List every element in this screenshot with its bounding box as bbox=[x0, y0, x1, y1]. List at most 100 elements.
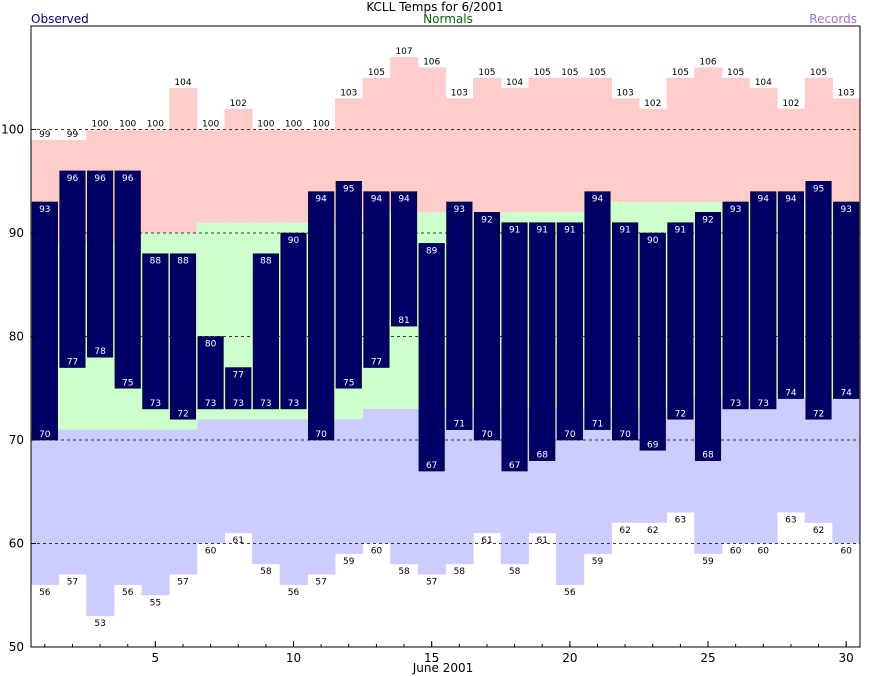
observed-low-label-day-17: 70 bbox=[481, 430, 493, 440]
record-low-label-day-22: 62 bbox=[619, 526, 630, 536]
observed-low-label-day-24: 72 bbox=[675, 409, 686, 419]
observed-low-label-day-18: 67 bbox=[509, 461, 520, 471]
observed-low-label-day-16: 71 bbox=[454, 420, 465, 430]
record-high-label-day-17: 105 bbox=[478, 68, 495, 78]
record-high-label-day-16: 103 bbox=[451, 88, 468, 98]
observed-low-label-day-10: 73 bbox=[288, 399, 299, 409]
record-low-label-day-4: 56 bbox=[122, 588, 134, 598]
value-labels: 99 56 99 57 100 53 100 56 100 55 104 57 100 60 102 61 10… bbox=[39, 47, 855, 629]
observed-high-label-day-30: 93 bbox=[840, 205, 851, 215]
record-low-label-day-10: 56 bbox=[288, 588, 300, 598]
observed-bar-day-27 bbox=[750, 191, 777, 410]
legend-normals: Normals bbox=[423, 12, 473, 26]
observed-bar-day-10 bbox=[280, 232, 307, 410]
observed-bar-day-3 bbox=[87, 170, 114, 358]
observed-bar-day-15 bbox=[418, 243, 445, 472]
observed-low-label-day-2: 77 bbox=[67, 358, 78, 368]
record-low-label-day-18: 58 bbox=[509, 567, 521, 577]
record-low-label-day-8: 61 bbox=[233, 536, 244, 546]
record-low-label-day-9: 58 bbox=[260, 567, 272, 577]
record-low-label-day-11: 57 bbox=[315, 578, 326, 588]
observed-bar-day-23 bbox=[639, 232, 666, 451]
observed-low-label-day-30: 74 bbox=[840, 389, 852, 399]
chart-title: KCLL Temps for 6/2001 bbox=[366, 0, 503, 14]
observed-bar-day-5 bbox=[142, 253, 169, 410]
record-high-label-day-30: 103 bbox=[838, 88, 855, 98]
observed-bar-day-17 bbox=[473, 212, 501, 441]
observed-high-label-day-16: 93 bbox=[454, 205, 465, 215]
x-tick-label-15: 15 bbox=[424, 651, 439, 665]
observed-bar-day-18 bbox=[501, 222, 528, 472]
observed-low-label-day-12: 75 bbox=[343, 378, 354, 388]
y-tick-label-90: 90 bbox=[9, 226, 24, 240]
record-high-label-day-27: 104 bbox=[755, 78, 772, 88]
y-tick-label-100: 100 bbox=[1, 123, 24, 137]
observed-high-label-day-11: 94 bbox=[315, 195, 327, 205]
observed-low-label-day-27: 73 bbox=[758, 399, 769, 409]
record-high-label-day-8: 102 bbox=[230, 99, 247, 109]
observed-bar-day-12 bbox=[335, 181, 362, 389]
record-low-label-day-6: 57 bbox=[177, 578, 188, 588]
y-tick-label-70: 70 bbox=[9, 433, 24, 447]
observed-low-label-day-11: 70 bbox=[315, 430, 327, 440]
record-low-label-day-17: 61 bbox=[481, 536, 492, 546]
record-high-label-day-21: 105 bbox=[589, 68, 606, 78]
y-tick-label-80: 80 bbox=[9, 330, 24, 344]
observed-high-label-day-22: 91 bbox=[619, 226, 630, 236]
record-high-label-day-18: 104 bbox=[506, 78, 523, 88]
observed-low-label-day-19: 68 bbox=[536, 451, 548, 461]
observed-bar-day-2 bbox=[59, 170, 86, 368]
record-high-label-day-10: 100 bbox=[285, 120, 302, 130]
observed-low-label-day-29: 72 bbox=[813, 409, 824, 419]
observed-high-label-day-26: 93 bbox=[730, 205, 741, 215]
record-high-label-day-23: 102 bbox=[644, 99, 661, 109]
record-high-label-day-22: 103 bbox=[617, 88, 634, 98]
observed-low-label-day-9: 73 bbox=[260, 399, 271, 409]
observed-high-label-day-20: 91 bbox=[564, 226, 575, 236]
observed-bar-day-22 bbox=[612, 222, 639, 441]
record-low-label-day-24: 63 bbox=[675, 515, 686, 525]
observed-high-label-day-15: 89 bbox=[426, 246, 438, 256]
observed-bar-day-25 bbox=[694, 212, 722, 461]
observed-high-label-day-18: 91 bbox=[509, 226, 520, 236]
observed-high-label-day-3: 96 bbox=[94, 174, 106, 184]
record-high-label-day-7: 100 bbox=[202, 120, 219, 130]
observed-low-label-day-5: 73 bbox=[150, 399, 161, 409]
observed-low-label-day-15: 67 bbox=[426, 461, 437, 471]
observed-bar-day-19 bbox=[529, 222, 556, 461]
record-low-label-day-30: 60 bbox=[840, 547, 852, 557]
observed-bar-day-28 bbox=[777, 191, 804, 399]
observed-high-label-day-28: 94 bbox=[785, 195, 797, 205]
x-tick-label-25: 25 bbox=[700, 651, 715, 665]
record-high-label-day-26: 105 bbox=[727, 68, 744, 78]
y-tick-label-60: 60 bbox=[9, 537, 24, 551]
record-low-label-day-16: 58 bbox=[454, 567, 466, 577]
record-high-label-day-19: 105 bbox=[534, 68, 551, 78]
record-low-label-day-13: 60 bbox=[371, 547, 383, 557]
record-low-label-day-12: 59 bbox=[343, 557, 355, 567]
observed-high-label-day-4: 96 bbox=[122, 174, 134, 184]
observed-low-label-day-23: 69 bbox=[647, 440, 659, 450]
observed-low-label-day-7: 73 bbox=[205, 399, 216, 409]
observed-bar-day-26 bbox=[722, 201, 749, 410]
record-high-label-day-4: 100 bbox=[119, 120, 136, 130]
observed-bar-day-14 bbox=[390, 191, 418, 327]
observed-high-label-day-7: 80 bbox=[205, 340, 217, 350]
observed-high-label-day-1: 93 bbox=[39, 205, 50, 215]
observed-bar-day-1 bbox=[31, 201, 58, 441]
record-low-label-day-2: 57 bbox=[67, 578, 78, 588]
observed-low-label-day-28: 74 bbox=[785, 389, 797, 399]
record-low-label-day-20: 56 bbox=[564, 588, 576, 598]
observed-high-label-day-6: 88 bbox=[177, 257, 189, 267]
observed-bar-day-13 bbox=[363, 191, 390, 368]
record-high-label-day-1: 99 bbox=[39, 130, 51, 140]
observed-low-label-day-6: 72 bbox=[177, 409, 188, 419]
observed-bar-day-24 bbox=[667, 222, 694, 420]
observed-high-label-day-10: 90 bbox=[288, 236, 300, 246]
observed-low-label-day-21: 71 bbox=[592, 420, 603, 430]
record-low-label-day-27: 60 bbox=[758, 547, 770, 557]
observed-high-label-day-21: 94 bbox=[592, 195, 604, 205]
observed-low-label-day-22: 70 bbox=[619, 430, 631, 440]
record-low-label-day-19: 61 bbox=[536, 536, 547, 546]
observed-high-label-day-29: 95 bbox=[813, 184, 824, 194]
